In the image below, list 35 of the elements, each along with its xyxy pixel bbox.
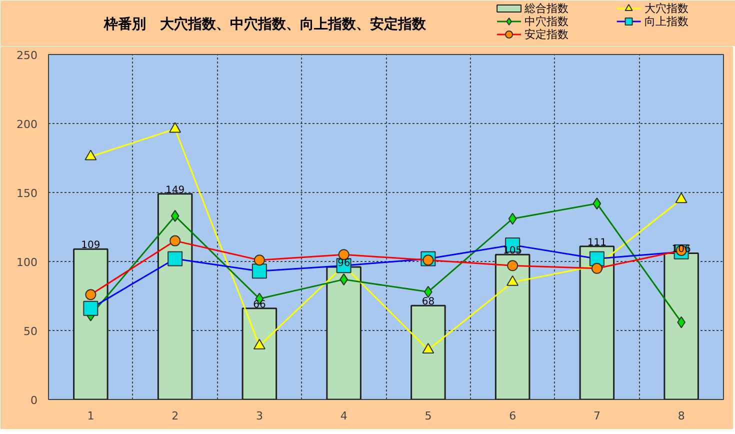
y-tick-label: 150 — [16, 187, 38, 200]
bar — [242, 308, 278, 400]
y-tick-label: 100 — [16, 256, 38, 269]
x-tick-label: 4 — [340, 410, 348, 422]
x-tick-label: 8 — [678, 410, 685, 422]
legend-label: 向上指数 — [644, 15, 688, 28]
bar — [579, 246, 615, 400]
data-label: 68 — [422, 296, 435, 308]
x-tick-label: 6 — [509, 410, 516, 422]
x-tick-label: 7 — [593, 410, 600, 422]
chart-title: 枠番別 大穴指数、中穴指数、向上指数、安定指数 — [102, 16, 427, 32]
bar — [664, 252, 699, 400]
y-tick-label: 50 — [24, 325, 38, 338]
data-label: 96 — [337, 258, 350, 270]
y-tick-label: 200 — [16, 118, 38, 131]
y-tick-label: 0 — [30, 394, 38, 407]
legend-label: 安定指数 — [524, 28, 569, 41]
legend-label: 大穴指数 — [644, 2, 688, 15]
legend-label: 総合指数 — [524, 2, 569, 15]
bar — [157, 193, 193, 400]
point — [169, 122, 182, 133]
x-tick-label: 1 — [87, 410, 94, 422]
y-tick-label: 250 — [16, 49, 38, 62]
data-label: 111 — [587, 237, 606, 248]
x-tick-label: 3 — [256, 410, 263, 422]
x-tick-label: 5 — [424, 410, 432, 422]
point — [84, 150, 97, 160]
x-tick-label: 2 — [172, 410, 179, 422]
bar — [494, 254, 530, 400]
bar — [326, 266, 362, 400]
bar — [73, 248, 108, 400]
legend-label: 中穴指数 — [524, 15, 569, 28]
data-label: 109 — [81, 240, 100, 252]
point — [675, 192, 688, 204]
bar — [410, 304, 446, 400]
